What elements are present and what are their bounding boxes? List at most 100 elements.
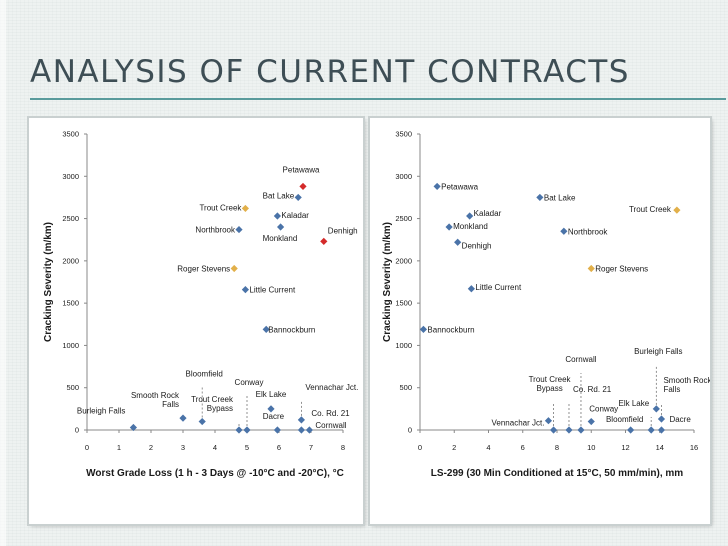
data-point: [560, 227, 568, 235]
data-point: [587, 264, 595, 273]
x-axis-label: Worst Grade Loss (1 h - 3 Days @ -10°C a…: [86, 468, 344, 479]
y-tick-label: 0: [75, 426, 79, 435]
y-tick-label: 500: [66, 383, 79, 392]
data-point: [230, 264, 238, 273]
point-label: Conway: [235, 378, 264, 387]
point-label: Trout Creek: [191, 395, 234, 404]
y-axis-label: Cracking Severity (m/km): [382, 222, 393, 342]
x-tick-label: 8: [341, 443, 345, 452]
data-point: [544, 417, 553, 425]
data-point: [577, 426, 585, 434]
point-label: Burleigh Falls: [77, 406, 125, 415]
data-point: [297, 416, 305, 424]
data-point: [647, 426, 655, 434]
data-point: [657, 415, 666, 423]
y-tick-label: 1500: [62, 299, 79, 308]
data-point: [198, 417, 206, 426]
left-edge-bar: [0, 0, 6, 546]
data-point: [454, 238, 462, 246]
data-point: [179, 414, 187, 422]
x-tick-label: 1: [117, 443, 121, 452]
point-label: Roger Stevens: [595, 264, 648, 273]
point-label: Monkland: [263, 234, 298, 243]
data-point: [277, 223, 285, 231]
point-label: Falls: [663, 385, 680, 394]
data-point: [273, 212, 281, 220]
data-point: [294, 193, 302, 202]
y-tick-label: 2000: [395, 256, 412, 265]
y-tick-label: 2000: [62, 256, 79, 265]
point-label: Elk Lake: [619, 399, 650, 408]
point-label: Vennachar Jct.: [492, 419, 545, 428]
point-label: Kaladar: [474, 209, 502, 218]
point-label: Little Current: [475, 283, 522, 292]
point-label: Bannockburn: [427, 325, 474, 334]
point-label: Bypass: [207, 404, 233, 413]
x-tick-label: 4: [213, 443, 217, 452]
chart-panel-ls299: 0 500 1000 1500 2000 2500 3000 3500 0 2 4 6 8 10 12 14 1…: [370, 118, 712, 524]
scatter-chart-grade-loss: 0 500 1000 1500 2000 2500 3000 3500 0 1 2 3 4 5 6 7 8 Cra…: [43, 130, 358, 480]
scatter-chart-ls299: 0 500 1000 1500 2000 2500 3000 3500 0 2 4 6 8 10 12 14 1…: [382, 130, 712, 480]
y-tick-label: 3500: [62, 130, 79, 139]
point-label: Vennachar Jct.: [305, 383, 358, 392]
point-label: Conway: [589, 405, 618, 414]
point-label: Bannockburn: [268, 325, 315, 334]
data-point: [267, 405, 275, 413]
y-tick-label: 3000: [62, 172, 79, 181]
data-point: [565, 426, 573, 434]
point-label: Burleigh Falls: [634, 347, 682, 356]
data-point: [235, 225, 243, 234]
data-point: [673, 206, 681, 214]
x-tick-label: 12: [621, 443, 629, 452]
point-label: Elk Lake: [256, 390, 287, 399]
point-label: Denhigh: [462, 241, 492, 250]
point-label: Co. Rd. 21: [311, 409, 350, 418]
data-point: [241, 204, 249, 213]
point-label: Dacre: [669, 415, 691, 424]
y-tick-label: 1500: [395, 299, 412, 308]
point-label: Monkland: [453, 222, 488, 231]
x-tick-label: 5: [245, 443, 249, 452]
point-label: Cornwall: [315, 421, 346, 430]
x-tick-label: 2: [149, 443, 153, 452]
point-label: Bat Lake: [544, 193, 576, 202]
data-point: [129, 423, 137, 432]
data-point: [320, 237, 328, 246]
data-point: [652, 405, 660, 413]
title-rule: [30, 98, 726, 100]
y-tick-label: 1000: [62, 341, 79, 350]
x-tick-label: 6: [521, 443, 525, 452]
data-point: [433, 182, 441, 191]
data-point: [273, 426, 281, 434]
x-axis-label: LS-299 (30 Min Conditioned at 15°C, 50 m…: [431, 468, 683, 479]
data-point: [297, 426, 305, 434]
data-point: [627, 426, 635, 434]
data-point: [299, 182, 307, 191]
point-label: Petawawa: [283, 165, 320, 174]
y-tick-label: 2500: [395, 214, 412, 223]
data-point: [536, 193, 544, 202]
point-label: Denhigh: [328, 226, 358, 235]
data-point: [243, 426, 251, 434]
x-tick-label: 10: [587, 443, 595, 452]
point-label: Bloomfield: [186, 370, 223, 379]
point-label: Bypass: [536, 384, 562, 393]
x-tick-label: 7: [309, 443, 313, 452]
x-tick-label: 0: [418, 443, 422, 452]
point-label: Bat Lake: [263, 191, 295, 200]
data-point: [235, 426, 243, 434]
point-label: Co. Rd. 21: [573, 385, 612, 394]
point-label: Little Current: [249, 286, 296, 295]
point-label: Trout Creek: [629, 205, 672, 214]
point-label: Trout Creek: [529, 375, 572, 384]
point-label: Dacre: [263, 412, 285, 421]
x-tick-label: 4: [486, 443, 490, 452]
chart-panel-grade-loss: 0 500 1000 1500 2000 2500 3000 3500 0 1 2 3 4 5 6 7 8 Cra…: [29, 118, 363, 524]
point-label: Cornwall: [565, 355, 596, 364]
x-tick-label: 14: [656, 443, 664, 452]
x-tick-label: 16: [690, 443, 698, 452]
point-label: Smooth Rock: [663, 376, 710, 385]
data-point: [305, 426, 313, 434]
x-tick-label: 0: [85, 443, 89, 452]
data-point: [587, 417, 595, 426]
